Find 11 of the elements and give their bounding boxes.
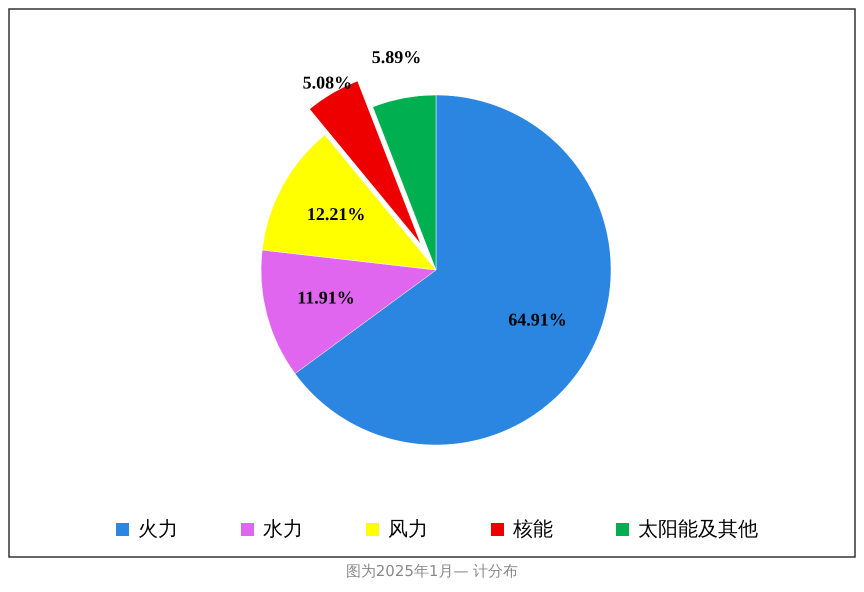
legend-label: 火力: [138, 516, 178, 540]
legend-label: 风力: [388, 516, 428, 540]
data-label: 5.08%: [302, 72, 352, 93]
data-label: 64.91%: [508, 309, 567, 330]
data-label: 5.89%: [372, 46, 422, 67]
legend-label: 水力: [263, 516, 303, 540]
text: 图为2025年1月— 计分布: [346, 562, 518, 580]
data-label: 11.91%: [297, 287, 355, 308]
data-label: 12.21%: [306, 204, 366, 224]
legend-label: 太阳能及其他: [638, 516, 758, 540]
legend-label: 核能: [512, 516, 553, 540]
